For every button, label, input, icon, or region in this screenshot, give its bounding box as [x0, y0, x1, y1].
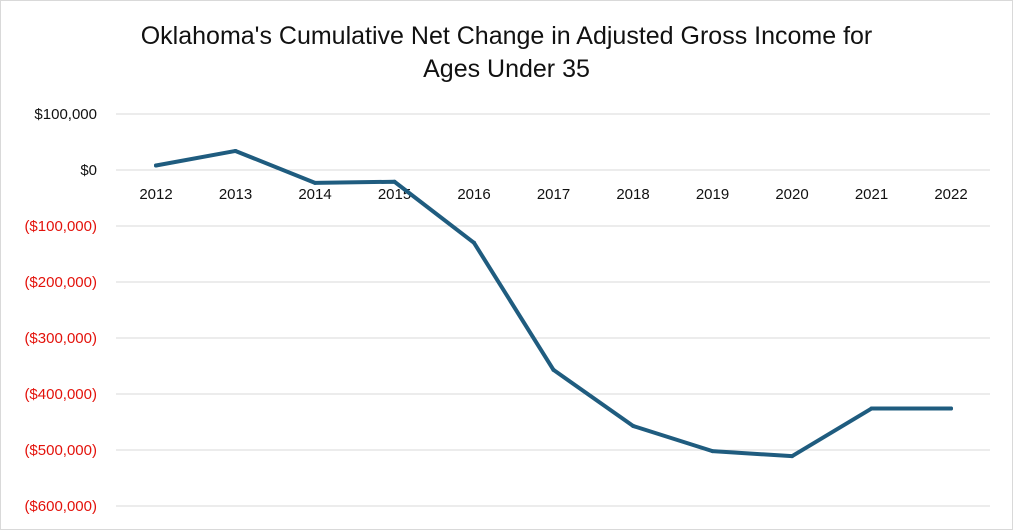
x-tick-label-2020: 2020: [775, 186, 808, 203]
y-tick-label-7: ($600,000): [24, 498, 97, 515]
grid-lines: [116, 113, 990, 507]
y-tick-label-1: $0: [80, 162, 97, 179]
x-tick-label-2017: 2017: [537, 186, 570, 203]
y-tick-label-6: ($500,000): [24, 442, 97, 459]
x-tick-label-2012: 2012: [139, 186, 172, 203]
chart-title: Oklahoma's Cumulative Net Change in Adju…: [0, 20, 1013, 86]
y-tick-label-0: $100,000: [34, 106, 97, 123]
x-tick-label-2018: 2018: [616, 186, 649, 203]
data-point-2016: [472, 240, 476, 245]
data-point-2019: [710, 449, 715, 454]
data-point-2021: [869, 406, 874, 411]
chart-title-line-2: Ages Under 35: [423, 55, 590, 83]
x-tick-label-2013: 2013: [219, 186, 252, 203]
y-tick-label-4: ($300,000): [24, 330, 97, 347]
x-tick-label-2019: 2019: [696, 186, 729, 203]
y-tick-label-3: ($200,000): [24, 274, 97, 291]
chart-title-line-1: Oklahoma's Cumulative Net Change in Adju…: [140, 22, 873, 50]
data-point-2020: [790, 454, 794, 459]
x-tick-label-2021: 2021: [855, 186, 888, 203]
y-tick-label-2: ($100,000): [24, 218, 97, 235]
data-point-2022: [949, 406, 953, 411]
y-axis-tick-labels: $100,000 $0 ($100,000) ($200,000) ($300,000)…: [24, 106, 97, 515]
x-tick-label-2016: 2016: [457, 186, 490, 203]
y-tick-label-5: ($400,000): [24, 386, 97, 403]
data-point-2012: [154, 163, 158, 168]
x-tick-label-2014: 2014: [298, 186, 331, 203]
data-point-2013: [233, 148, 238, 153]
x-axis-tick-labels: 2012 2013 2014 2015 2016 2017 2018 2019 2020 2021…: [139, 186, 967, 203]
data-point-2018: [631, 423, 635, 428]
data-point-2017: [551, 367, 556, 372]
data-point-2014: [313, 180, 317, 185]
series-group: [154, 148, 953, 459]
x-tick-label-2022: 2022: [934, 186, 967, 203]
data-point-2015: [392, 179, 397, 184]
